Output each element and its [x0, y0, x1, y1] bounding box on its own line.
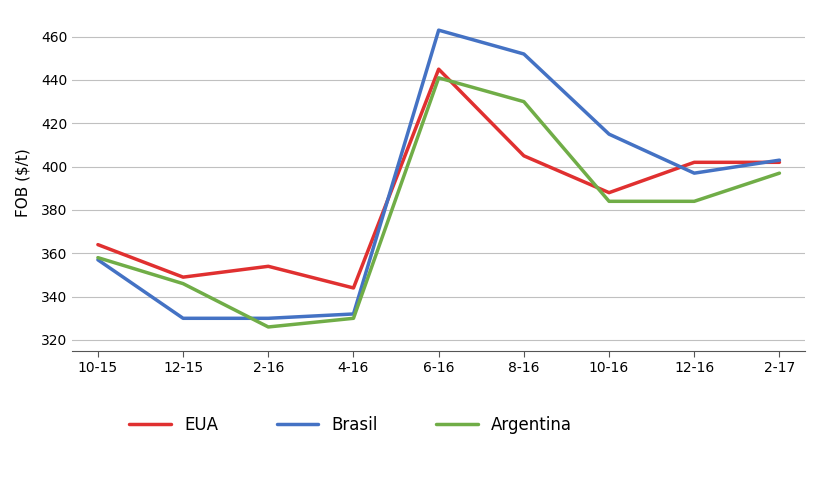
Brasil	[263, 316, 273, 322]
Argentina	[433, 75, 443, 81]
Line: Argentina: Argentina	[97, 78, 779, 327]
EUA	[263, 263, 273, 269]
Argentina	[774, 170, 784, 176]
Brasil	[689, 170, 699, 176]
Brasil	[518, 51, 528, 57]
Argentina	[93, 255, 102, 261]
Brasil	[348, 311, 358, 317]
Line: Brasil: Brasil	[97, 30, 779, 319]
Legend: EUA, Brasil, Argentina: EUA, Brasil, Argentina	[122, 410, 578, 441]
Brasil	[178, 316, 188, 322]
Argentina	[604, 198, 613, 204]
EUA	[689, 159, 699, 165]
Argentina	[518, 99, 528, 105]
EUA	[93, 241, 102, 247]
EUA	[178, 274, 188, 280]
EUA	[518, 153, 528, 159]
Brasil	[433, 27, 443, 33]
Line: EUA: EUA	[97, 69, 779, 288]
Brasil	[93, 257, 102, 263]
Brasil	[604, 131, 613, 137]
Argentina	[689, 198, 699, 204]
EUA	[604, 190, 613, 196]
Argentina	[178, 281, 188, 287]
EUA	[348, 285, 358, 291]
Brasil	[774, 157, 784, 163]
EUA	[774, 159, 784, 165]
Y-axis label: FOB ($/t): FOB ($/t)	[15, 149, 30, 217]
Argentina	[348, 316, 358, 322]
Argentina	[263, 324, 273, 330]
EUA	[433, 66, 443, 72]
